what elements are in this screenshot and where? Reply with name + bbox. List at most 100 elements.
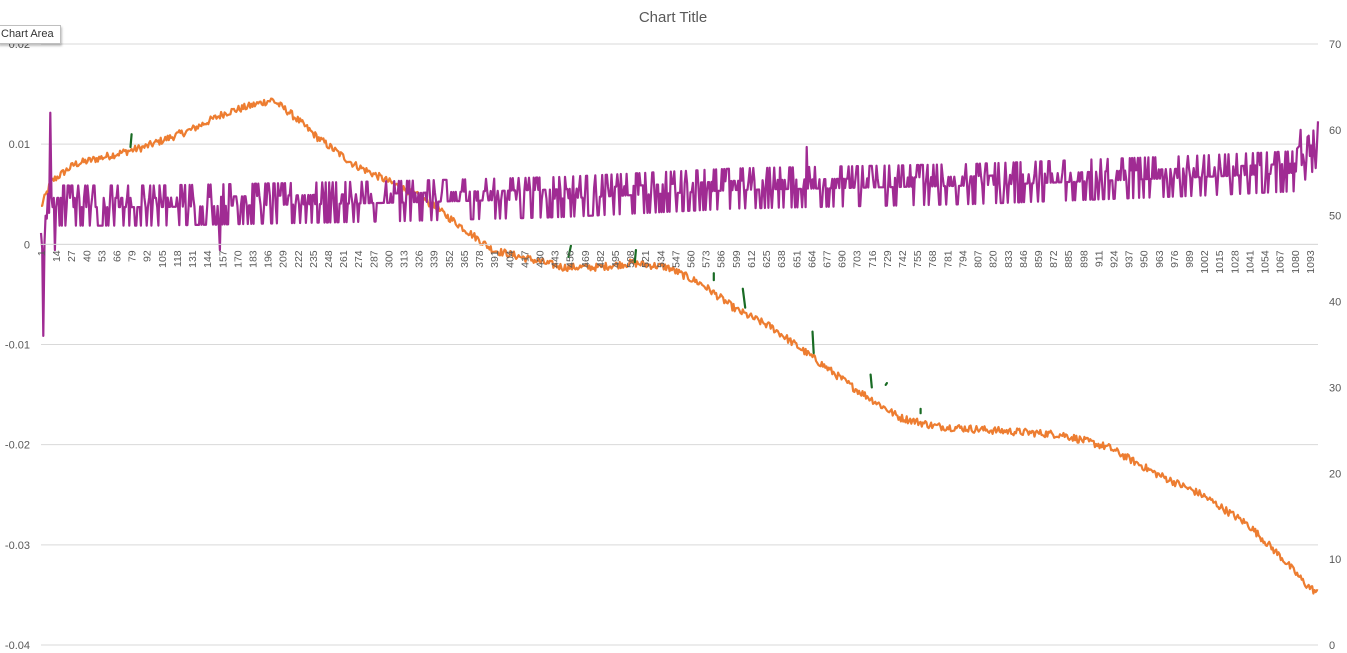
category-axis-tick-label: 40 xyxy=(81,250,93,262)
series-3-segment xyxy=(633,249,637,264)
category-axis-tick-label: 976 xyxy=(1169,250,1181,268)
category-axis-tick-label: 664 xyxy=(806,250,818,268)
primary-axis-tick-label: -0.03 xyxy=(5,540,30,552)
category-axis-tick-label: 924 xyxy=(1108,250,1120,268)
category-axis-tick-label: 950 xyxy=(1139,250,1151,268)
category-axis-tick-label: 807 xyxy=(973,250,985,268)
category-axis-tick-label: 222 xyxy=(293,250,305,268)
category-axis-tick-label: 248 xyxy=(323,250,335,268)
category-axis-tick-label: 339 xyxy=(429,250,441,268)
chart-title[interactable]: Chart Title xyxy=(639,9,707,26)
chart-area-tooltip: Chart Area xyxy=(0,25,61,44)
category-axis-tick-label: 716 xyxy=(867,250,879,268)
category-axis-tick-label: 261 xyxy=(338,250,350,268)
secondary-axis-tick-label: 70 xyxy=(1329,39,1341,51)
category-axis-tick-label: 742 xyxy=(897,250,909,268)
category-axis-tick-label: 378 xyxy=(474,250,486,268)
category-axis-tick-label: 560 xyxy=(686,250,698,268)
category-axis-tick-label: 859 xyxy=(1033,250,1045,268)
series-3-segment xyxy=(884,382,888,386)
secondary-axis-tick-label: 60 xyxy=(1329,125,1341,137)
category-axis-tick-label: 508 xyxy=(625,250,637,268)
category-axis-tick-label: 1080 xyxy=(1290,250,1302,274)
category-axis-tick-label: 651 xyxy=(791,250,803,268)
category-axis-tick-label: 547 xyxy=(670,250,682,268)
category-axis-tick-label: 79 xyxy=(127,250,139,262)
category-axis-tick-label: 365 xyxy=(459,250,471,268)
primary-axis-tick-label: -0.01 xyxy=(5,340,30,352)
category-axis-tick-label: 105 xyxy=(157,250,169,268)
secondary-axis-tick-label: 50 xyxy=(1329,211,1341,223)
category-axis-tick-label: 534 xyxy=(655,250,667,268)
category-axis-tick-label: 1002 xyxy=(1199,250,1211,274)
category-axis-tick-label: 352 xyxy=(444,250,456,268)
series-3-segment xyxy=(869,373,873,389)
category-axis-tick-label: 755 xyxy=(912,250,924,268)
category-axis-tick-label: 937 xyxy=(1124,250,1136,268)
category-axis-tick-label: 898 xyxy=(1078,250,1090,268)
category-axis-tick-label: 612 xyxy=(746,250,758,268)
series-3-segment xyxy=(129,133,133,149)
category-axis-tick-label: 430 xyxy=(534,250,546,268)
category-axis-tick-label: 729 xyxy=(882,250,894,268)
category-axis-tick-label: 482 xyxy=(595,250,607,268)
primary-axis-tick-label: 0.01 xyxy=(9,139,30,151)
category-axis-tick-label: 469 xyxy=(580,250,592,268)
secondary-axis-tick-label: 20 xyxy=(1329,468,1341,480)
category-axis-tick-label: 53 xyxy=(96,250,108,262)
category-axis-tick-label: 157 xyxy=(217,250,229,268)
category-axis-tick-label: 209 xyxy=(278,250,290,268)
category-axis-tick-label: 404 xyxy=(504,250,516,268)
category-axis-tick-label: 794 xyxy=(957,250,969,268)
category-axis-tick-label: 92 xyxy=(142,250,154,262)
category-axis-tick-label: 287 xyxy=(368,250,380,268)
secondary-axis-tick-label: 10 xyxy=(1329,554,1341,566)
category-axis-tick-label: 625 xyxy=(761,250,773,268)
series-1-line xyxy=(40,97,1319,595)
category-axis-tick-label: 573 xyxy=(701,250,713,268)
category-axis-tick-label: 690 xyxy=(837,250,849,268)
category-axis-tick-label: 989 xyxy=(1184,250,1196,268)
category-axis-tick-label: 170 xyxy=(232,250,244,268)
category-axis-tick-label: 911 xyxy=(1093,250,1105,267)
category-axis: 1 14 27 40 53 66 79 92 105 118 131 144 157 170 183 196 2… xyxy=(36,243,1318,274)
category-axis-tick-label: 495 xyxy=(610,250,622,268)
category-axis-tick-label: 768 xyxy=(927,250,939,268)
category-axis-tick-label: 599 xyxy=(731,250,743,268)
category-axis-tick-label: 118 xyxy=(172,250,184,267)
category-axis-tick-label: 885 xyxy=(1063,250,1075,268)
series-3-segment xyxy=(567,244,572,258)
category-axis-tick-label: 586 xyxy=(716,250,728,268)
category-axis-tick-label: 781 xyxy=(942,250,954,268)
category-axis-tick-label: 313 xyxy=(399,250,411,268)
category-axis-tick-label: 1028 xyxy=(1229,250,1241,274)
category-axis-tick-label: 274 xyxy=(353,250,365,268)
category-axis-tick-label: 183 xyxy=(247,250,259,268)
category-axis-tick-label: 963 xyxy=(1154,250,1166,268)
category-axis-tick-label: 196 xyxy=(263,250,275,268)
category-axis-tick-label: 638 xyxy=(776,250,788,268)
series-3-segment xyxy=(811,330,815,355)
secondary-axis-tick-label: 0 xyxy=(1329,640,1335,652)
category-axis-tick-label: 846 xyxy=(1018,250,1030,268)
category-axis-tick-label: 326 xyxy=(414,250,426,268)
category-axis-tick-label: 1015 xyxy=(1214,250,1226,274)
category-axis-tick-label: 235 xyxy=(308,250,320,268)
category-axis-tick-label: 521 xyxy=(640,250,652,268)
category-axis-tick-label: 144 xyxy=(202,250,214,268)
series-layer xyxy=(39,97,1320,595)
category-axis-tick-label: 66 xyxy=(112,250,124,262)
category-axis-tick-label: 14 xyxy=(51,250,63,262)
category-axis-tick-label: 1054 xyxy=(1260,250,1272,274)
category-axis-tick-label: 443 xyxy=(550,250,562,268)
category-axis-tick-label: 703 xyxy=(852,250,864,268)
category-axis-tick-label: 677 xyxy=(821,250,833,268)
secondary-axis-tick-label: 30 xyxy=(1329,382,1341,394)
category-axis-tick-label: 27 xyxy=(66,250,78,262)
category-axis-tick-label: 417 xyxy=(519,250,531,268)
category-axis-tick-label: 300 xyxy=(383,250,395,268)
category-axis-tick-label: 391 xyxy=(489,250,501,268)
category-axis-tick-label: 1 xyxy=(36,250,48,256)
